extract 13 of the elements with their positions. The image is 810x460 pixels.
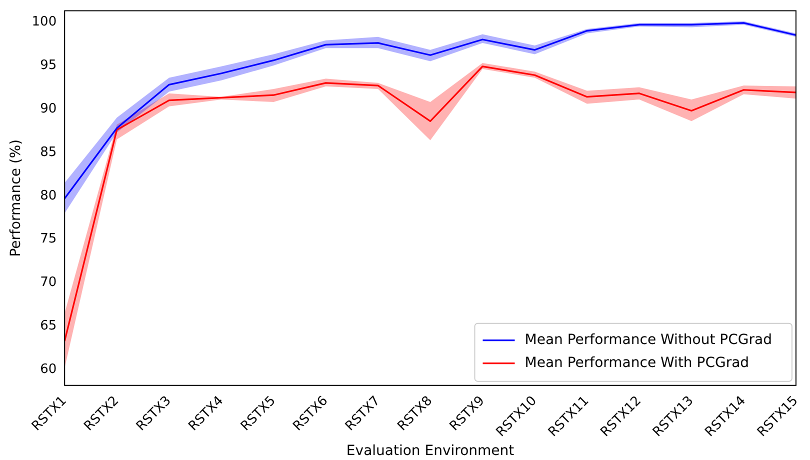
y-axis-title: Performance (%) [8, 139, 24, 257]
y-tick-label: 65 [40, 318, 57, 334]
legend-label: Mean Performance Without PCGrad [524, 332, 772, 348]
y-tick-label: 85 [40, 144, 57, 160]
x-axis-title: Evaluation Environment [346, 443, 515, 460]
y-tick-label: 100 [32, 14, 57, 30]
y-tick-label: 70 [40, 275, 57, 290]
y-tick-label: 75 [40, 232, 57, 247]
y-tick-label: 80 [40, 188, 57, 204]
legend-label: Mean Performance With PCGrad [524, 354, 750, 371]
y-tick-label: 90 [40, 101, 57, 116]
y-tick-label: 60 [40, 362, 57, 378]
y-tick-label: 95 [40, 58, 57, 73]
